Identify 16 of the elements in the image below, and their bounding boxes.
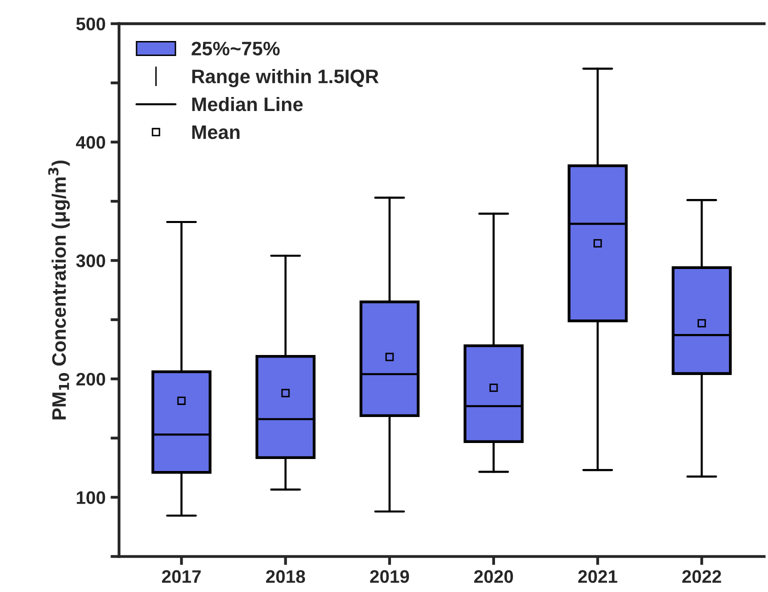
x-tick-label: 2018 — [266, 570, 306, 583]
x-tick-label: 2022 — [682, 570, 722, 583]
y-tick-label: 300 — [76, 254, 106, 268]
x-tick-label: 2019 — [370, 570, 409, 583]
legend-label: 25%~75% — [192, 42, 280, 56]
y-axis-title: PM$_{10}$ Concentration (μg/m$^{3}$) — [48, 160, 70, 420]
x-tick-label: 2020 — [474, 570, 513, 583]
y-tick-label: 400 — [76, 136, 106, 149]
annotation: Median Line — [192, 96, 303, 112]
x-tick-label: 2021 — [578, 570, 618, 583]
x-tick-label: 2017 — [162, 570, 201, 583]
annotation: Mean — [192, 126, 240, 140]
y-tick-label: 200 — [76, 372, 106, 386]
y-tick-label: 500 — [76, 18, 106, 30]
annotation: Range within 1.5IQR — [192, 69, 379, 88]
y-tick-label: 100 — [76, 491, 106, 504]
